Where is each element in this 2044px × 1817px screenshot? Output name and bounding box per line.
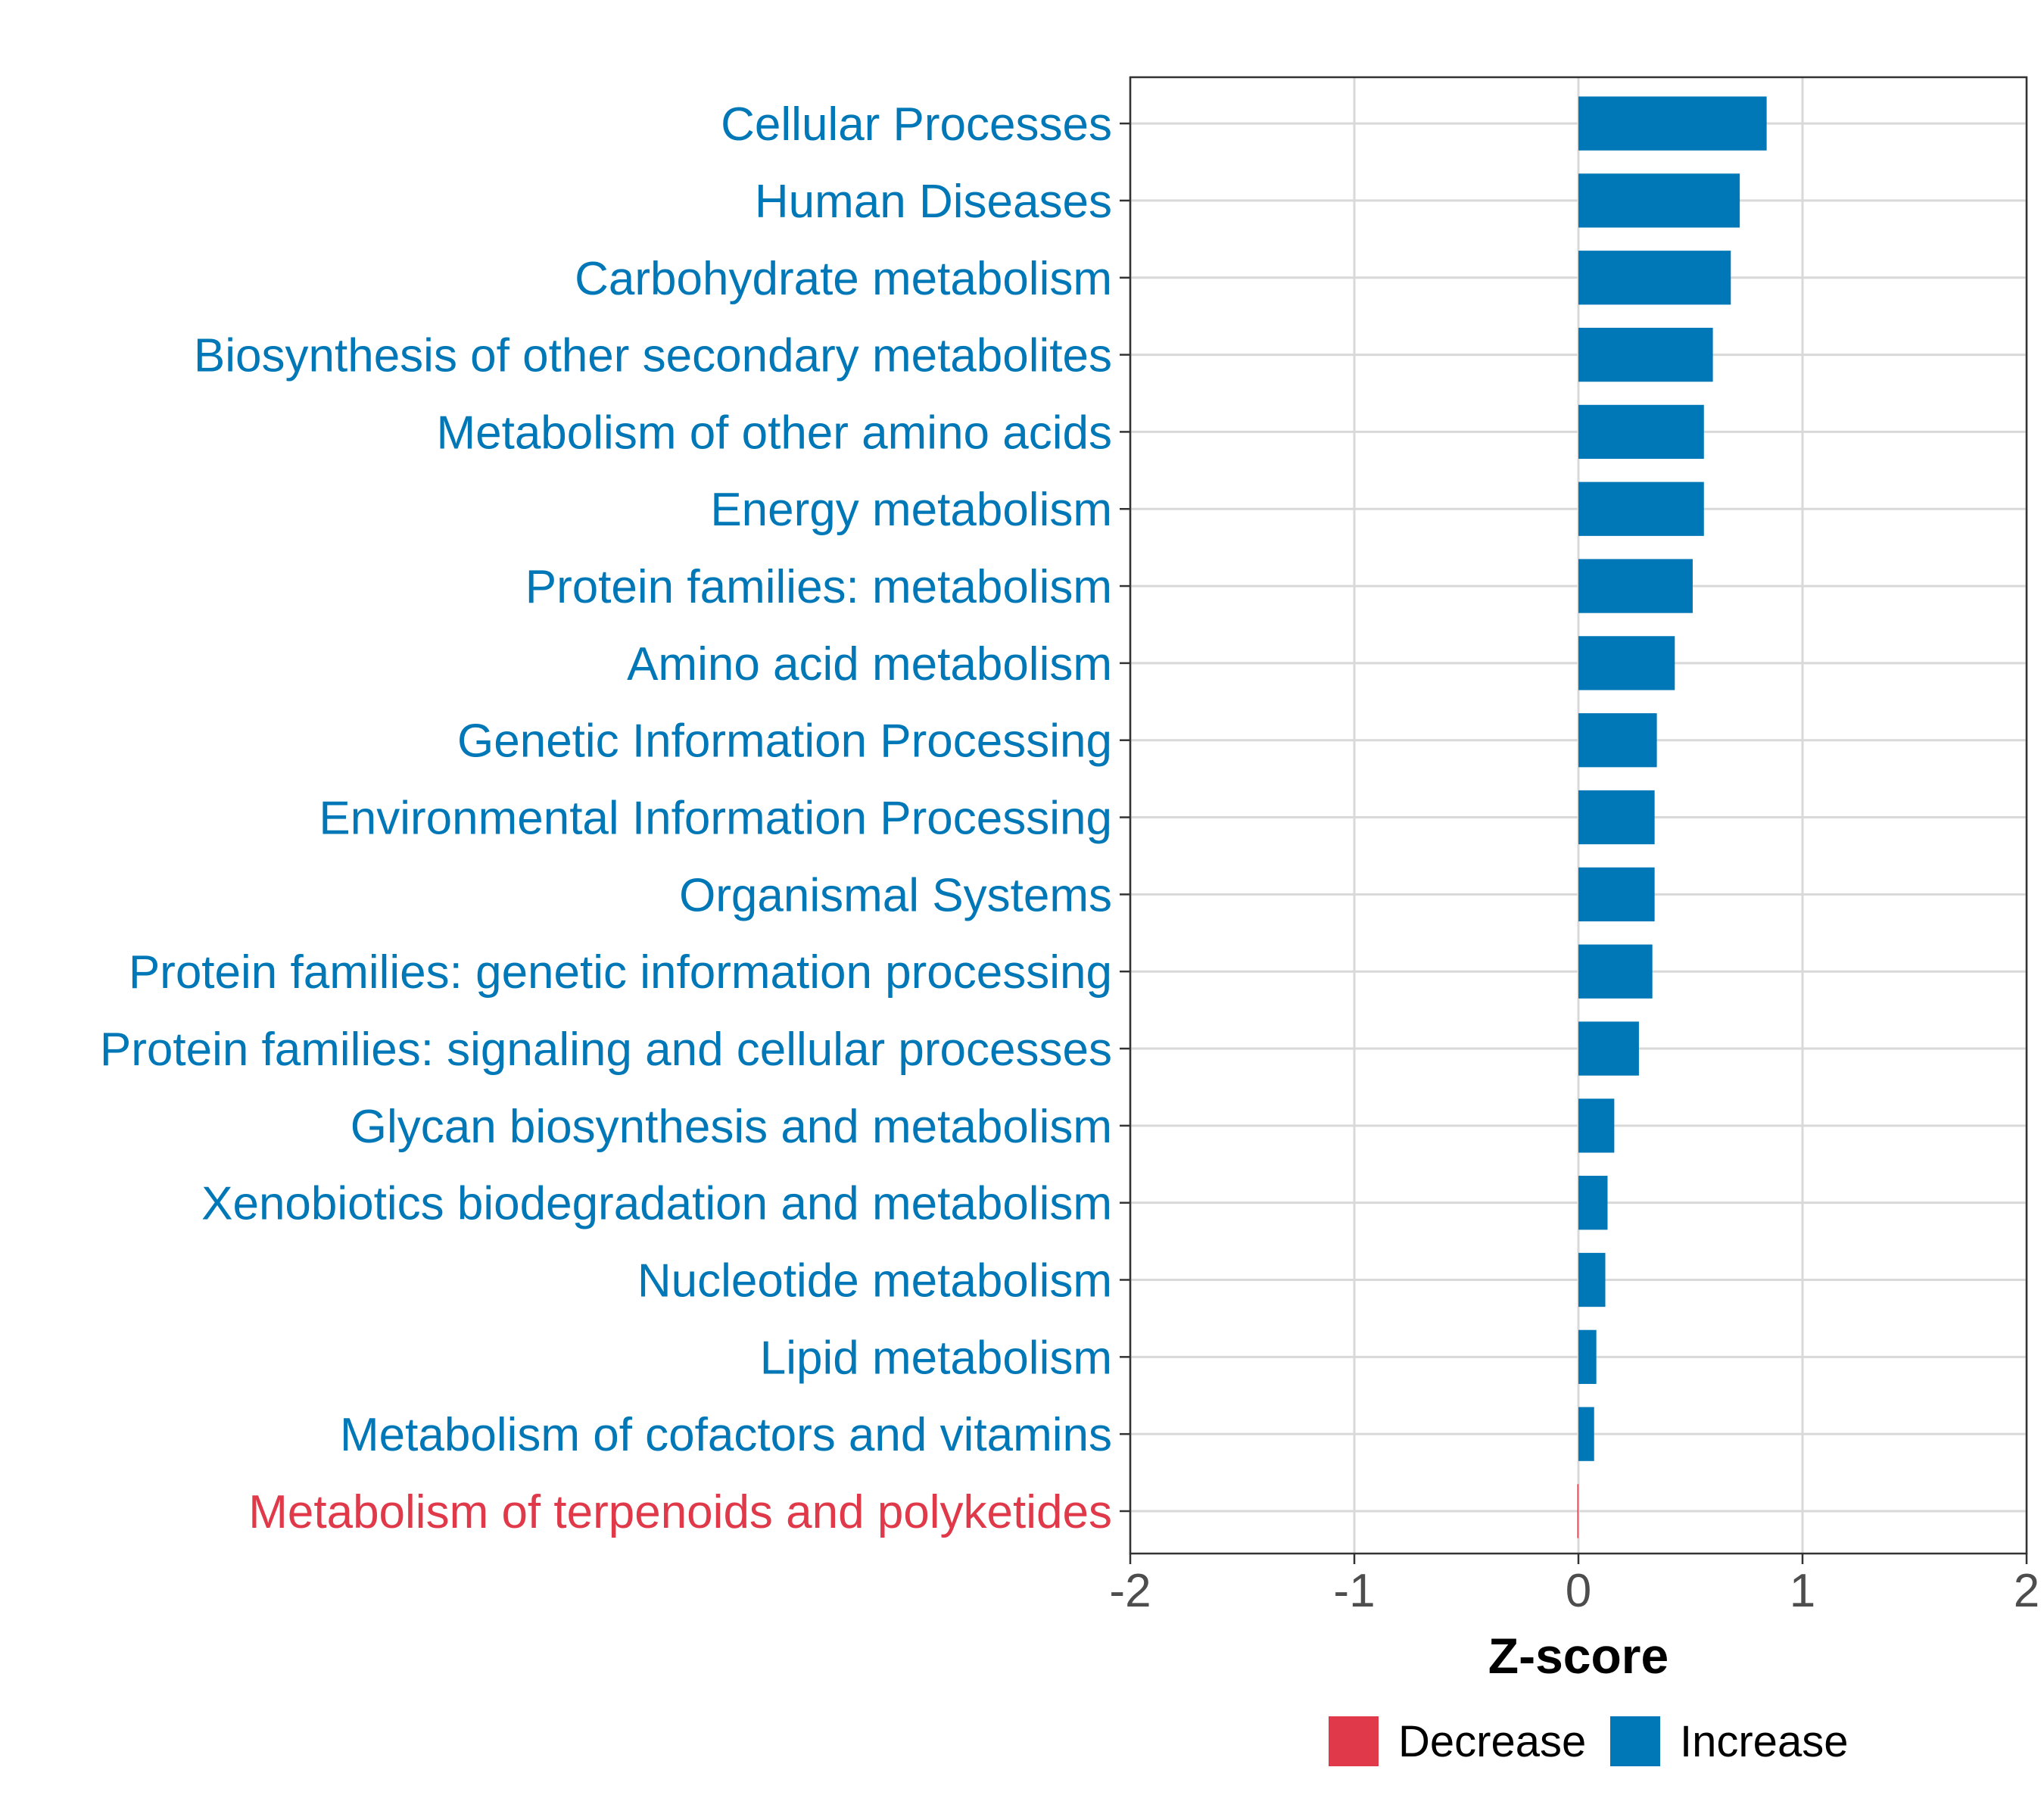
legend-key-decrease — [1329, 1716, 1379, 1766]
x-axis-title: Z-score — [1488, 1628, 1669, 1684]
category-label: Lipid metabolism — [760, 1332, 1112, 1384]
bar — [1578, 1099, 1615, 1153]
bar — [1578, 251, 1731, 305]
legend-key-increase — [1610, 1716, 1660, 1766]
legend: Decrease Increase — [1329, 1716, 1848, 1766]
legend-label-increase: Increase — [1680, 1717, 1848, 1766]
bar — [1578, 1021, 1639, 1076]
category-label: Protein families: genetic information pr… — [129, 946, 1112, 999]
category-label: Environmental Information Processing — [319, 793, 1112, 845]
x-tick-label: -1 — [1333, 1565, 1375, 1617]
bar — [1578, 173, 1740, 228]
category-label: Human Diseases — [755, 176, 1112, 228]
category-label: Protein families: signaling and cellular… — [100, 1024, 1112, 1076]
x-axis-ticks: -2 -1 0 1 2 — [1109, 1554, 2039, 1617]
bar — [1578, 482, 1704, 536]
bar — [1578, 790, 1655, 845]
category-label: Genetic Information Processing — [457, 715, 1112, 768]
category-label: Metabolism of cofactors and vitamins — [340, 1409, 1112, 1461]
category-label: Protein families: metabolism — [525, 561, 1112, 613]
legend-label-decrease: Decrease — [1398, 1717, 1586, 1766]
bar — [1578, 1407, 1594, 1461]
bar — [1578, 944, 1653, 999]
bar — [1577, 1484, 1579, 1538]
x-tick-label: 1 — [1790, 1565, 1815, 1617]
bar — [1578, 867, 1655, 922]
category-labels: Cellular Processes Human Diseases Carbohyd… — [100, 98, 1130, 1538]
category-label: Nucleotide metabolism — [637, 1255, 1112, 1307]
bar — [1578, 1176, 1608, 1230]
bar — [1578, 1252, 1606, 1307]
bar — [1578, 713, 1657, 768]
x-tick-label: -2 — [1109, 1565, 1151, 1617]
category-label: Carbohydrate metabolism — [575, 253, 1112, 305]
category-label: Organismal Systems — [679, 869, 1112, 921]
category-label: Energy metabolism — [710, 484, 1112, 536]
bar — [1578, 404, 1704, 460]
bars — [1577, 96, 1767, 1538]
category-label: Glycan biosynthesis and metabolism — [351, 1101, 1112, 1153]
bar — [1578, 327, 1713, 382]
x-tick-label: 2 — [2014, 1565, 2039, 1617]
category-label: Xenobiotics biodegradation and metabolis… — [201, 1178, 1112, 1230]
category-label: Biosynthesis of other secondary metaboli… — [194, 330, 1112, 382]
x-tick-label: 0 — [1566, 1565, 1591, 1617]
bar — [1578, 559, 1693, 613]
category-label: Metabolism of terpenoids and polyketides — [248, 1486, 1112, 1538]
bar — [1578, 96, 1767, 151]
category-label: Cellular Processes — [721, 98, 1112, 151]
category-label: Amino acid metabolism — [627, 638, 1112, 690]
bar — [1578, 636, 1675, 690]
bar — [1578, 1329, 1597, 1384]
category-label: Metabolism of other amino acids — [436, 407, 1112, 459]
